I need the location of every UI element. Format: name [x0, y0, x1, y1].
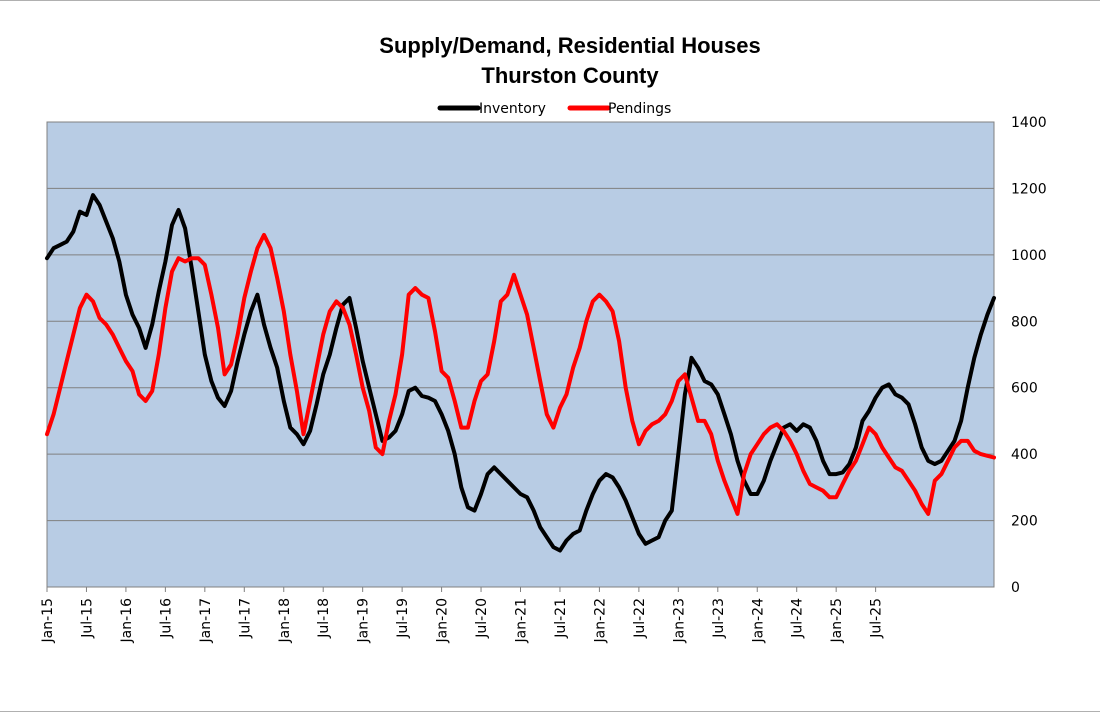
x-tick-label: Jul-16: [158, 598, 174, 639]
y-tick-label: 600: [1011, 381, 1038, 397]
x-tick-label: Jul-17: [237, 598, 253, 639]
x-tick-label: Jan-15: [40, 598, 56, 643]
x-tick-label: Jan-24: [750, 598, 766, 644]
y-tick-label: 400: [1011, 447, 1038, 463]
legend-label-inventory: Inventory: [479, 101, 546, 117]
chart-legend: Inventory Pendings: [437, 101, 671, 117]
chart-title-line-2: Thurston County: [481, 63, 659, 88]
y-tick-label: 1400: [1011, 115, 1047, 131]
x-tick-label: Jan-21: [514, 598, 530, 643]
x-tick-label: Jan-17: [198, 598, 214, 643]
x-tick-label: Jul-25: [869, 598, 885, 639]
legend-label-pendings: Pendings: [608, 101, 671, 117]
series-line-pendings: [45, 232, 996, 516]
x-tick-label: Jul-18: [316, 598, 332, 639]
x-tick-label: Jul-20: [474, 598, 490, 639]
y-tick-label: 1200: [1011, 181, 1047, 197]
x-tick-label: Jan-16: [119, 598, 135, 644]
x-tick-label: Jul-19: [395, 598, 411, 639]
bottom-border-line: [0, 711, 1100, 712]
x-tick-label: Jan-22: [592, 598, 608, 643]
x-tick-label: Jan-25: [829, 598, 845, 643]
y-tick-label: 1000: [1011, 248, 1047, 264]
x-tick-label: Jul-23: [711, 598, 727, 639]
top-border-line: [0, 0, 1100, 1]
x-tick-label: Jan-23: [671, 598, 687, 643]
y-tick-label: 200: [1011, 514, 1038, 530]
x-tick-label: Jul-24: [790, 598, 806, 639]
x-tick-label: Jan-19: [356, 598, 372, 643]
gridlines: [47, 187, 994, 522]
chart-title: Supply/Demand, Residential Houses Thurst…: [379, 33, 760, 88]
x-tick-label: Jul-15: [79, 598, 95, 639]
x-axis-tick-labels: Jan-15 Jul-15 Jan-16 Jul-16 Jan-17 Jul-17 Jan-…: [40, 587, 885, 643]
series-line-inventory: [45, 193, 996, 553]
x-tick-label: Jan-18: [277, 598, 293, 643]
x-tick-label: Jul-22: [632, 598, 648, 639]
y-tick-label: 800: [1011, 314, 1038, 330]
x-tick-label: Jan-20: [435, 598, 451, 643]
plot-area: [46, 121, 995, 588]
y-axis-tick-labels: 0 200 400 600 800 1000 1200 1400: [1011, 115, 1047, 596]
x-tick-label: Jul-21: [553, 598, 569, 639]
y-tick-label: 0: [1011, 580, 1020, 596]
chart-title-line-1: Supply/Demand, Residential Houses: [379, 33, 760, 58]
series-lines: [45, 193, 996, 553]
